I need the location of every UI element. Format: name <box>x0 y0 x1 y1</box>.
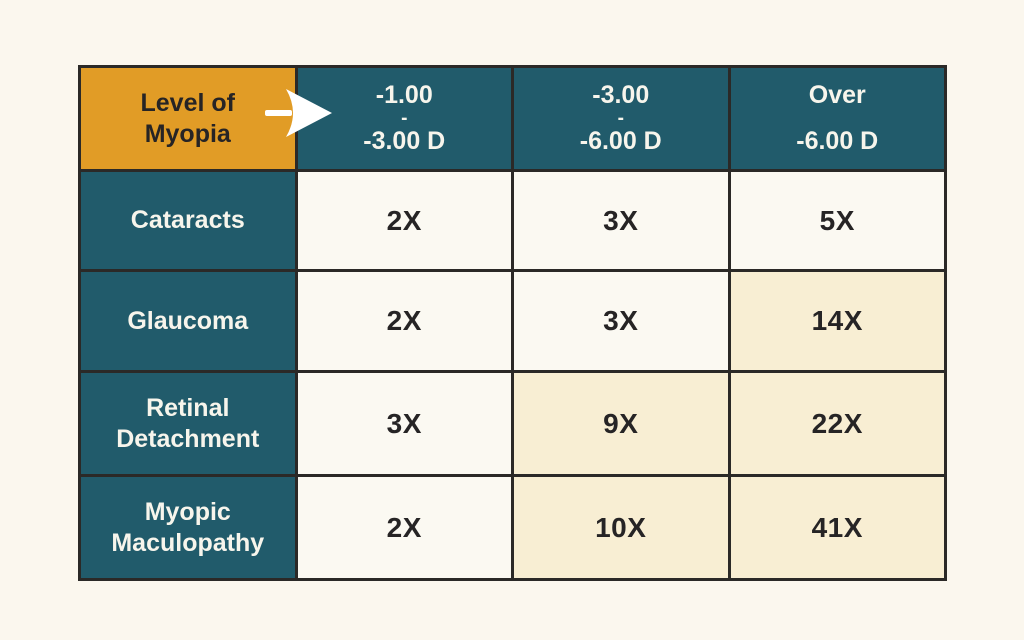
risk-cell: 3X <box>511 269 731 373</box>
risk-cell: 41X <box>727 474 947 581</box>
risk-cell: 2X <box>294 269 514 373</box>
risk-cell: 3X <box>511 169 731 272</box>
risk-cell: 3X <box>294 370 514 477</box>
risk-cell: 2X <box>294 169 514 272</box>
row-label-glaucoma: Glaucoma <box>78 269 298 373</box>
column-header-text: Over <box>808 81 866 109</box>
risk-cell: 10X <box>511 474 731 581</box>
corner-label-line2: Myopia <box>144 119 231 148</box>
column-header-text: -1.00 <box>375 81 433 109</box>
corner-label-line1: Level of <box>140 88 235 117</box>
table-row-retinal-detachment: Retinal Detachment 3X 9X 22X <box>78 370 947 477</box>
risk-cell: 22X <box>727 370 947 477</box>
column-header-dash <box>731 111 945 126</box>
column-header-text: -3.00 D <box>363 127 446 155</box>
table-row-glaucoma: Glaucoma 2X 3X 14X <box>78 269 947 373</box>
column-header-dash: - <box>617 108 624 129</box>
row-label-cataracts: Cataracts <box>78 169 298 272</box>
risk-cell: 5X <box>727 169 947 272</box>
column-header-text: -6.00 D <box>796 127 879 155</box>
row-label-myopic-maculopathy: Myopic Maculopathy <box>78 474 298 581</box>
corner-cell-level-of-myopia: Level of Myopia <box>78 65 298 172</box>
table-row-cataracts: Cataracts 2X 3X 5X <box>78 169 947 272</box>
column-header-low-myopia: -1.00 - -3.00 D <box>294 65 514 172</box>
column-header-text: -3.00 <box>592 81 650 109</box>
column-header-text: -6.00 D <box>579 127 662 155</box>
risk-cell: 14X <box>727 269 947 373</box>
column-header-moderate-myopia: -3.00 - -6.00 D <box>511 65 731 172</box>
risk-cell: 2X <box>294 474 514 581</box>
myopia-risk-table: Level of Myopia -1.00 - -3.00 D -3.00 - … <box>78 65 947 581</box>
column-header-dash: - <box>401 108 408 129</box>
risk-cell: 9X <box>511 370 731 477</box>
row-label-retinal-detachment: Retinal Detachment <box>78 370 298 477</box>
table-row-myopic-maculopathy: Myopic Maculopathy 2X 10X 41X <box>78 474 947 581</box>
risk-table: Level of Myopia -1.00 - -3.00 D -3.00 - … <box>78 65 947 581</box>
column-header-high-myopia: Over -6.00 D <box>727 65 947 172</box>
header-row: Level of Myopia -1.00 - -3.00 D -3.00 - … <box>78 65 947 172</box>
